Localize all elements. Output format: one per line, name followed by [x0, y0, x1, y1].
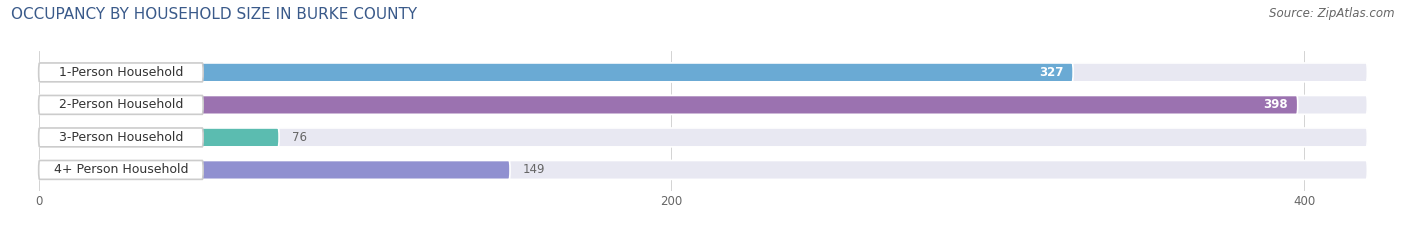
Text: 3-Person Household: 3-Person Household: [59, 131, 183, 144]
FancyBboxPatch shape: [39, 63, 204, 82]
FancyBboxPatch shape: [39, 128, 278, 147]
Text: 4+ Person Household: 4+ Person Household: [53, 163, 188, 176]
FancyBboxPatch shape: [39, 161, 1367, 179]
FancyBboxPatch shape: [39, 63, 1367, 82]
Text: 327: 327: [1039, 66, 1063, 79]
FancyBboxPatch shape: [39, 161, 510, 179]
Text: Source: ZipAtlas.com: Source: ZipAtlas.com: [1270, 7, 1395, 20]
FancyBboxPatch shape: [39, 96, 1367, 114]
Text: 2-Person Household: 2-Person Household: [59, 98, 183, 111]
FancyBboxPatch shape: [39, 63, 1073, 82]
Text: 398: 398: [1264, 98, 1288, 111]
FancyBboxPatch shape: [39, 161, 204, 179]
FancyBboxPatch shape: [39, 96, 1298, 114]
Text: OCCUPANCY BY HOUSEHOLD SIZE IN BURKE COUNTY: OCCUPANCY BY HOUSEHOLD SIZE IN BURKE COU…: [11, 7, 418, 22]
Text: 1-Person Household: 1-Person Household: [59, 66, 183, 79]
FancyBboxPatch shape: [39, 128, 204, 147]
FancyBboxPatch shape: [39, 128, 1367, 147]
Text: 149: 149: [523, 163, 546, 176]
FancyBboxPatch shape: [39, 96, 204, 114]
Text: 76: 76: [292, 131, 307, 144]
